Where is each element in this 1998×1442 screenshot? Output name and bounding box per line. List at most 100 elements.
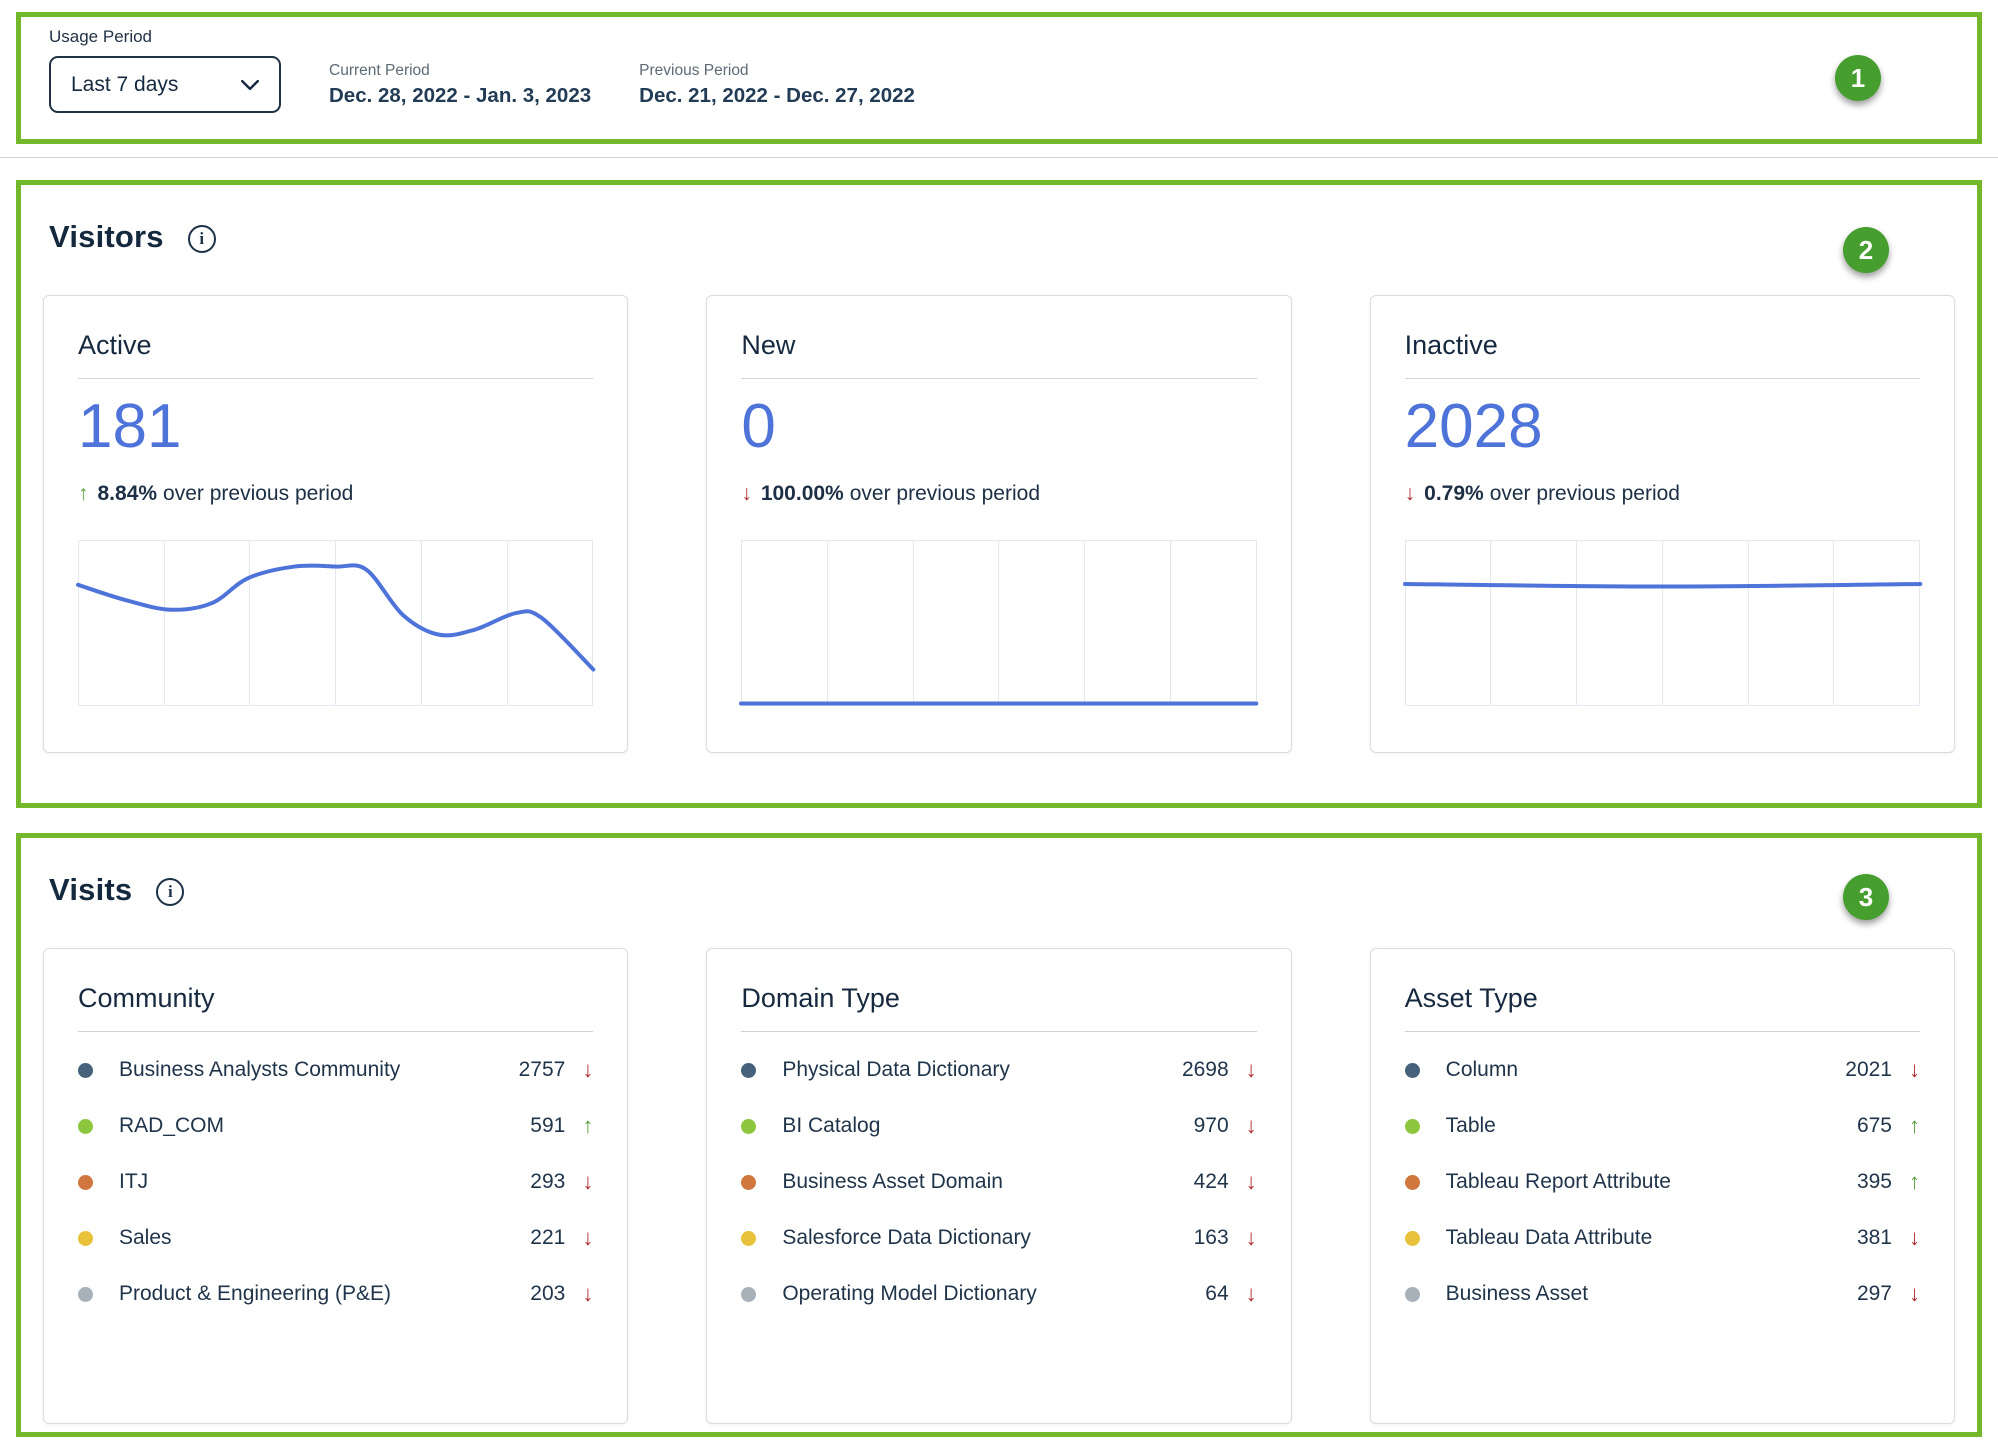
item-value: 591 <box>530 1114 566 1137</box>
list-item: Tableau Report Attribute 395 ↑ <box>1404 1154 1920 1210</box>
list-item: Operating Model Dictionary 64 ↓ <box>741 1266 1257 1322</box>
change-row: ↓ 100.00% over previous period <box>741 482 1256 506</box>
category-list: Column 2021 ↓ Table 675 ↑ Tableau Report… <box>1404 1042 1920 1322</box>
item-value: 2021 <box>1845 1058 1892 1081</box>
trend-arrow-icon: ↓ <box>1245 1113 1257 1138</box>
previous-period-label: Previous Period <box>639 61 749 79</box>
trend-arrow-icon: ↓ <box>582 1225 594 1250</box>
category-dot-icon <box>741 1174 757 1190</box>
list-item: Business Asset Domain 424 ↓ <box>741 1154 1257 1210</box>
card-divider <box>1404 378 1920 379</box>
category-dot-icon <box>1404 1230 1420 1246</box>
current-period-block: Current Period Dec. 28, 2022 - Jan. 3, 2… <box>329 62 591 108</box>
sparkline-chart <box>76 540 596 707</box>
previous-period-value: Dec. 21, 2022 - Dec. 27, 2022 <box>639 83 915 107</box>
category-dot-icon <box>78 1230 93 1246</box>
card-title: Community <box>78 983 215 1013</box>
trend-arrow-icon: ↑ <box>1908 1169 1920 1194</box>
category-dot-icon <box>741 1062 757 1078</box>
category-dot-icon <box>741 1230 757 1246</box>
visitors-section-title: Visitors <box>49 219 164 254</box>
change-suffix: over previous period <box>163 482 354 506</box>
list-item: Salesforce Data Dictionary 163 ↓ <box>741 1210 1257 1266</box>
usage-period-dropdown[interactable]: Last 7 days <box>49 56 281 113</box>
trend-arrow-icon: ↓ <box>582 1281 594 1306</box>
item-value: 2757 <box>518 1058 566 1081</box>
item-label: RAD_COM <box>119 1114 225 1137</box>
change-row: ↑ 8.84% over previous period <box>78 482 593 506</box>
list-item: Business Asset 297 ↓ <box>1404 1266 1920 1322</box>
category-dot-icon <box>78 1118 93 1134</box>
visitor-card-inactive: Inactive 2028 ↓ 0.79% over previous peri… <box>1369 295 1955 753</box>
annotation-box-visits: Visits i Community Business Analysts Com… <box>16 833 1982 1437</box>
card-divider <box>78 378 594 379</box>
annotation-box-usage-period: Usage Period Last 7 days Current Period … <box>16 12 1982 144</box>
item-label: BI Catalog <box>782 1114 881 1137</box>
annotation-badge-1: 1 <box>1835 55 1881 101</box>
info-glyph: i <box>199 229 205 248</box>
change-percent: 100.00% <box>760 482 844 506</box>
card-title: Inactive <box>1404 330 1498 360</box>
category-dot-icon <box>1404 1286 1420 1302</box>
visits-card-asset-type: Asset Type Column 2021 ↓ Table 675 ↑ T <box>1369 948 1955 1424</box>
trend-arrow-icon: ↓ <box>1404 482 1416 506</box>
item-label: Physical Data Dictionary <box>782 1058 1010 1081</box>
trend-arrow-icon: ↓ <box>1908 1281 1920 1306</box>
change-row: ↓ 0.79% over previous period <box>1405 482 1920 506</box>
trend-arrow-icon: ↓ <box>741 482 752 506</box>
sparkline-line <box>76 563 596 672</box>
list-item: BI Catalog 970 ↓ <box>741 1098 1257 1154</box>
category-dot-icon <box>1404 1174 1420 1190</box>
visitor-card-new: New 0 ↓ 100.00% over previous period <box>706 295 1292 753</box>
list-item: Product & Engineering (P&E) 203 ↓ <box>78 1266 593 1322</box>
sparkline-grid <box>78 540 594 707</box>
chevron-down-icon <box>241 79 259 90</box>
item-label: Tableau Report Attribute <box>1445 1170 1671 1193</box>
list-item: Column 2021 ↓ <box>1404 1042 1920 1098</box>
item-value: 293 <box>530 1170 566 1193</box>
list-item: Sales 221 ↓ <box>78 1210 593 1266</box>
trend-arrow-icon: ↑ <box>582 1113 594 1138</box>
card-title: Domain Type <box>741 983 900 1013</box>
visits-card-community: Community Business Analysts Community 27… <box>43 948 629 1424</box>
visits-section-title: Visits <box>49 872 133 907</box>
trend-arrow-icon: ↓ <box>1245 1169 1257 1194</box>
info-icon[interactable]: i <box>187 224 216 253</box>
annotation-box-visitors: Visitors i Active 181 ↑ 8.84% over previ… <box>16 180 1982 808</box>
item-value: 675 <box>1856 1114 1892 1137</box>
sparkline-line <box>1402 582 1922 589</box>
item-label: Product & Engineering (P&E) <box>119 1282 391 1305</box>
trend-arrow-icon: ↓ <box>1245 1225 1257 1250</box>
trend-arrow-icon: ↓ <box>1245 1057 1257 1082</box>
change-suffix: over previous period <box>1489 482 1680 506</box>
card-divider <box>1404 1031 1920 1032</box>
change-percent: 8.84% <box>97 482 158 506</box>
info-icon[interactable]: i <box>156 877 185 906</box>
current-period-label: Current Period <box>329 61 430 79</box>
item-value: 424 <box>1193 1170 1229 1193</box>
item-value: 970 <box>1193 1114 1229 1137</box>
card-divider <box>78 1031 594 1032</box>
trend-arrow-icon: ↓ <box>1245 1281 1257 1306</box>
category-dot-icon <box>78 1286 93 1302</box>
card-divider <box>741 378 1257 379</box>
sparkline-chart <box>1402 540 1922 707</box>
item-label: Tableau Data Attribute <box>1445 1226 1653 1249</box>
item-value: 221 <box>530 1226 566 1249</box>
metric-value: 2028 <box>1404 392 1543 461</box>
sparkline-line <box>739 701 1259 706</box>
card-title: New <box>741 330 796 360</box>
visitor-card-active: Active 181 ↑ 8.84% over previous period <box>43 295 629 753</box>
category-dot-icon <box>78 1174 93 1190</box>
usage-period-label: Usage Period <box>49 27 153 46</box>
previous-period-block: Previous Period Dec. 21, 2022 - Dec. 27,… <box>639 62 915 108</box>
item-label: ITJ <box>119 1170 149 1193</box>
category-dot-icon <box>741 1286 757 1302</box>
item-label: Operating Model Dictionary <box>782 1282 1037 1305</box>
item-label: Table <box>1445 1114 1496 1137</box>
item-label: Business Asset <box>1445 1282 1589 1305</box>
usage-period-dropdown-value: Last 7 days <box>71 72 179 96</box>
card-divider <box>741 1031 1257 1032</box>
metric-value: 181 <box>78 392 182 461</box>
